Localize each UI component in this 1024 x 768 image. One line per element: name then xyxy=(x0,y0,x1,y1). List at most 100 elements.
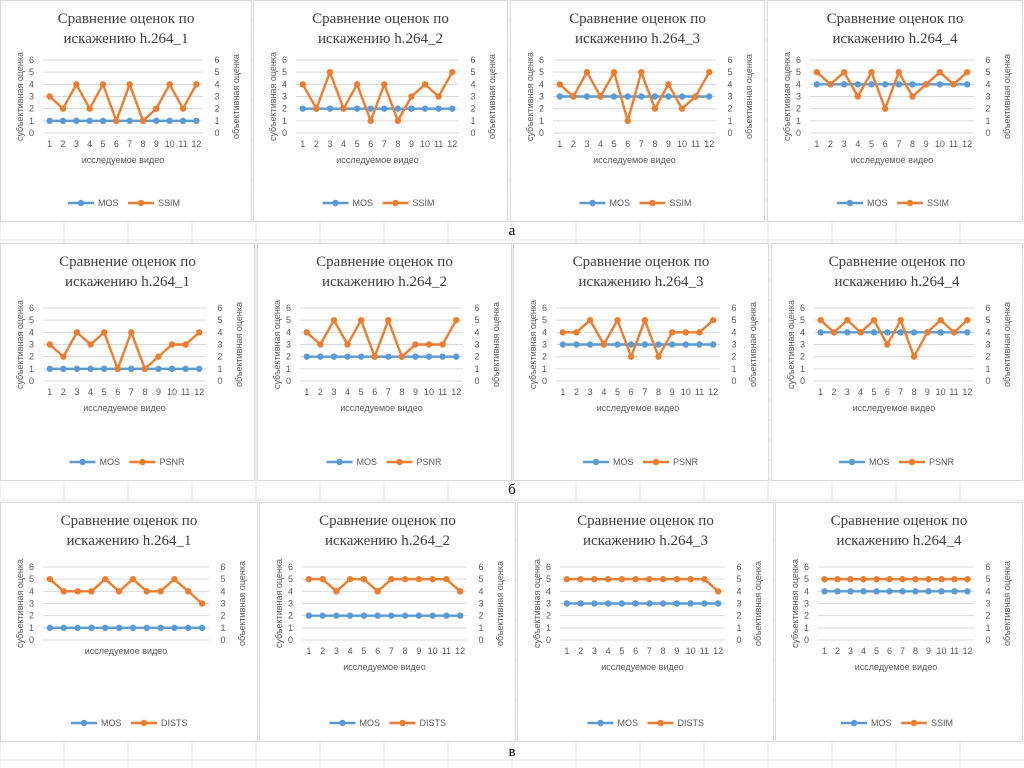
chart-panel-b-1[interactable]: Сравнение оценок по искажению h.264_1 0 0 1 1… xyxy=(0,243,255,481)
data-point-ssim xyxy=(834,575,841,583)
x-tick-label: 9 xyxy=(666,139,671,149)
x-tick-label: 4 xyxy=(598,139,603,149)
x-tick-label: 9 xyxy=(674,646,679,656)
chart-panel-b-4[interactable]: Сравнение оценок по искажению h.264_4 0 0 1 1… xyxy=(771,243,1023,481)
x-tick-label: 12 xyxy=(962,646,972,656)
y-tick-label-left: 5 xyxy=(546,574,551,584)
chart-panel-c-1[interactable]: Сравнение оценок по искажению h.264_1 0 0 1 1… xyxy=(0,502,258,742)
data-point-mos xyxy=(873,588,880,595)
chart-panel-a-4[interactable]: Сравнение оценок по искажению h.264_4 0 0 1 1… xyxy=(767,0,1023,222)
data-point-mos xyxy=(618,600,626,607)
data-point-mos xyxy=(453,353,460,360)
y-tick-label-right: 2 xyxy=(727,104,732,114)
data-point-mos xyxy=(884,329,891,336)
data-point-psnr xyxy=(439,341,446,348)
data-point-ssim xyxy=(706,68,713,76)
chart-panel-c-3[interactable]: Сравнение оценок по искажению h.264_3 0 0 1 1… xyxy=(517,502,774,742)
data-point-psnr xyxy=(573,329,580,336)
y-tick-label-left: 6 xyxy=(282,55,287,65)
legend-swatch-marker xyxy=(649,199,656,207)
chart-panel-b-2[interactable]: Сравнение оценок по искажению h.264_2 0 0 1 1… xyxy=(257,243,512,481)
legend-swatch-marker xyxy=(392,199,399,207)
chart-panel-a-2[interactable]: Сравнение оценок по искажению h.264_2 0 0 1 1… xyxy=(253,0,508,222)
series-line-psnr xyxy=(305,318,458,358)
y-tick-label-right: 4 xyxy=(727,79,732,89)
y-tick-label-right: 5 xyxy=(736,574,741,584)
chart-panel-c-4[interactable]: Сравнение оценок по искажению h.264_4 0 0 1 1… xyxy=(775,502,1023,742)
x-tick-label: 5 xyxy=(100,139,105,149)
x-tick-label: 8 xyxy=(661,646,666,656)
data-point-psnr xyxy=(60,353,67,360)
x-axis-title: исследуемое видео xyxy=(851,155,934,165)
data-point-dists xyxy=(185,588,192,595)
data-point-mos xyxy=(682,341,690,348)
y-tick-label-left: 6 xyxy=(29,303,34,313)
x-tick-label: 6 xyxy=(887,646,892,656)
data-point-mos xyxy=(415,612,423,619)
chart-title-line: Сравнение оценок по xyxy=(316,254,453,270)
chart-panel-b-3[interactable]: Сравнение оценок по искажению h.264_3 0 0 1 1… xyxy=(513,243,769,481)
x-tick-label: 4 xyxy=(345,387,350,397)
chart-panel-c-2[interactable]: Сравнение оценок по искажению h.264_2 0 0 1 1… xyxy=(259,502,516,742)
y-tick-label-right: 5 xyxy=(474,315,479,325)
x-axis-title: исследуемое видео xyxy=(85,646,168,656)
x-tick-label: 5 xyxy=(359,387,364,397)
y-tick-label-right: 2 xyxy=(470,104,475,114)
data-point-psnr xyxy=(586,316,594,324)
x-tick-label: 10 xyxy=(936,387,946,397)
x-tick-label: 4 xyxy=(348,646,353,656)
y-axis-title-right: объективная оценка xyxy=(744,54,754,139)
data-point-dists xyxy=(102,575,109,583)
x-tick-label: 8 xyxy=(656,387,661,397)
x-tick-label: 6 xyxy=(885,387,890,397)
x-tick-label: 5 xyxy=(619,646,624,656)
x-tick-label: 2 xyxy=(831,387,836,397)
data-point-ssim xyxy=(99,81,107,88)
data-point-ssim xyxy=(610,68,618,76)
x-tick-label: 7 xyxy=(389,646,394,656)
data-point-mos xyxy=(357,353,365,360)
data-point-mos xyxy=(126,117,133,125)
data-point-psnr xyxy=(344,341,351,348)
data-point-ssim xyxy=(326,68,334,76)
chart-title-line: Сравнение оценок по xyxy=(61,513,198,529)
y-tick-label-right: 0 xyxy=(217,376,222,386)
data-point-mos xyxy=(556,93,563,100)
data-point-mos xyxy=(847,588,854,595)
data-point-mos xyxy=(834,588,841,595)
x-tick-label: 5 xyxy=(355,139,360,149)
data-point-psnr xyxy=(910,353,918,360)
legend-swatch-marker xyxy=(846,199,854,207)
x-tick-label: 7 xyxy=(382,139,387,149)
y-tick-label-right: 3 xyxy=(474,340,479,350)
data-point-ssim xyxy=(179,105,187,112)
data-point-mos xyxy=(696,341,703,348)
chart-title-line: искажению h.264_1 xyxy=(65,274,190,290)
chart-panel-a-1[interactable]: Сравнение оценок по искажению h.264_1 0 0 1 1… xyxy=(0,0,252,222)
y-tick-label-left: 3 xyxy=(796,92,801,102)
y-tick-label-left: 3 xyxy=(804,599,809,609)
row-label-a: а xyxy=(508,223,516,239)
x-tick-label: 8 xyxy=(913,646,918,656)
data-point-psnr xyxy=(600,341,608,348)
data-point-ssim xyxy=(46,93,53,100)
x-tick-label: 11 xyxy=(434,139,443,149)
y-tick-label-left: 2 xyxy=(286,352,291,362)
chart-panel-a-3[interactable]: Сравнение оценок по искажению h.264_3 0 0 1 1… xyxy=(510,0,765,222)
data-point-ssim xyxy=(868,68,875,76)
y-tick-label-left: 1 xyxy=(800,364,805,374)
data-point-psnr xyxy=(641,316,649,324)
y-tick-label-right: 4 xyxy=(474,327,479,337)
data-point-mos xyxy=(305,612,313,619)
data-point-mos xyxy=(360,612,368,619)
legend-label: PSNR xyxy=(417,457,443,467)
x-tick-label: 10 xyxy=(677,139,687,149)
data-point-mos xyxy=(456,612,464,619)
data-point-mos xyxy=(198,624,206,632)
x-tick-label: 5 xyxy=(102,387,107,397)
legend-swatch-marker xyxy=(906,199,914,207)
y-tick-label-right: 5 xyxy=(727,67,732,77)
y-tick-label-left: 1 xyxy=(29,364,34,374)
